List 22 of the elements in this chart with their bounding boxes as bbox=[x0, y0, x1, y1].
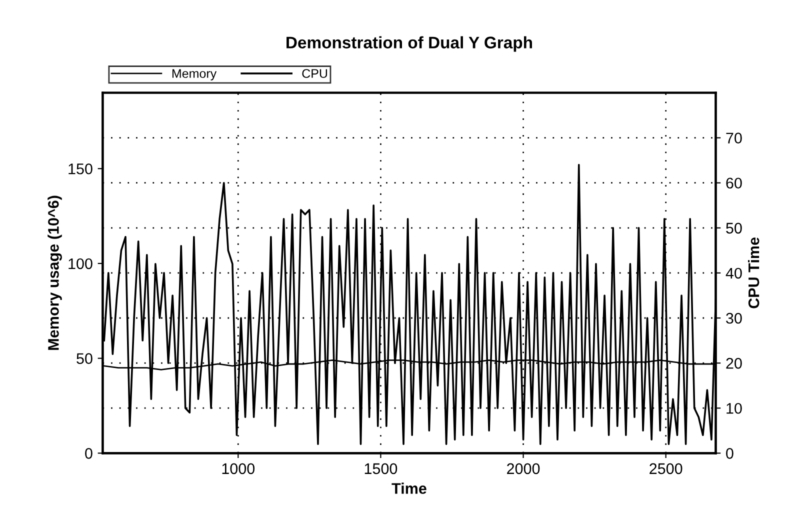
legend-label: Memory bbox=[172, 69, 217, 80]
y2-tick-label: 0 bbox=[726, 448, 734, 459]
y2-tick-label: 50 bbox=[726, 222, 742, 234]
y2-axis-title: CPU Time bbox=[748, 238, 760, 308]
y-tick-label: 100 bbox=[68, 258, 92, 270]
y-axis-title: Memory usage (10^6) bbox=[48, 196, 62, 350]
y2-tick-label: 60 bbox=[726, 178, 742, 189]
y2-tick-label: 40 bbox=[726, 268, 742, 279]
chart-title: Demonstration of Dual Y Graph bbox=[286, 36, 532, 52]
y2-tick-label: 70 bbox=[726, 132, 742, 144]
y-tick-label: 0 bbox=[85, 448, 92, 459]
x-tick-label: 1500 bbox=[364, 463, 398, 474]
y2-tick-label: 30 bbox=[726, 312, 742, 324]
x-axis-title: Time bbox=[392, 482, 426, 494]
x-tick-label: 1000 bbox=[222, 463, 255, 474]
x-tick-label: 2500 bbox=[650, 463, 682, 474]
y-tick-label: 50 bbox=[76, 353, 92, 364]
x-tick-label: 2000 bbox=[507, 463, 540, 474]
y2-tick-label: 10 bbox=[726, 402, 742, 414]
legend-label: CPU bbox=[302, 69, 328, 78]
y-tick-label: 150 bbox=[68, 163, 92, 174]
y2-tick-label: 20 bbox=[726, 358, 742, 369]
